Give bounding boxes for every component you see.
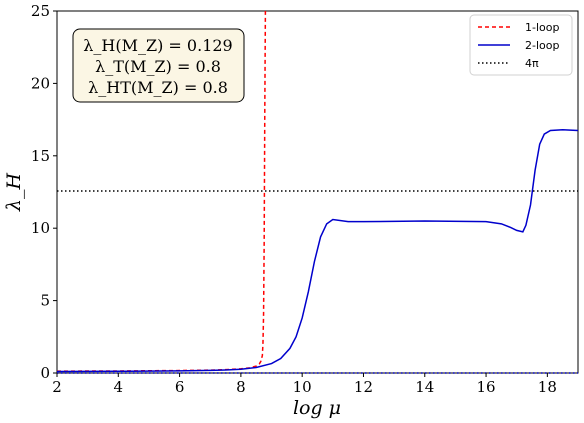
series-line-0 (56, 10, 267, 372)
x-tick-label-0: 2 (52, 378, 62, 396)
y-axis-label: λ_H (3, 173, 25, 213)
y-tick-label-2: 10 (31, 219, 50, 237)
legend-label-2-loop: 2-loop (525, 39, 559, 52)
x-tick-label-8: 18 (538, 378, 557, 396)
x-tick-label-2: 6 (175, 378, 185, 396)
x-tick-label-4: 10 (293, 378, 312, 396)
x-axis-label: log μ (293, 397, 341, 419)
legend: 1-loop 2-loop 4π (469, 14, 573, 76)
y-tick-label-5: 25 (31, 2, 50, 20)
y-tick-label-0: 0 (40, 364, 50, 382)
x-tick-label-5: 12 (354, 378, 373, 396)
series-line-1 (56, 128, 579, 373)
ticks-layer: 2 4 6 8 10 12 14 16 18 0 5 10 15 20 25 (31, 2, 557, 396)
annotation-line-2: λ_T(M_Z) = 0.8 (95, 57, 221, 76)
legend-label-1-loop: 1-loop (525, 21, 559, 34)
x-tick-label-3: 8 (236, 378, 246, 396)
series-layer (56, 10, 579, 374)
y-tick-label-3: 15 (31, 147, 50, 165)
x-tick-label-6: 14 (415, 378, 434, 396)
annotation-line-1: λ_H(M_Z) = 0.129 (83, 36, 232, 55)
y-tick-label-1: 5 (40, 292, 50, 310)
x-tick-label-7: 16 (477, 378, 496, 396)
x-tick-label-1: 4 (114, 378, 124, 396)
annotation-line-3: λ_HT(M_Z) = 0.8 (88, 78, 228, 97)
legend-label-4pi: 4π (525, 57, 539, 70)
y-tick-label-4: 20 (31, 74, 50, 92)
annotation-box: λ_H(M_Z) = 0.129 λ_T(M_Z) = 0.8 λ_HT(M_Z… (72, 28, 245, 103)
